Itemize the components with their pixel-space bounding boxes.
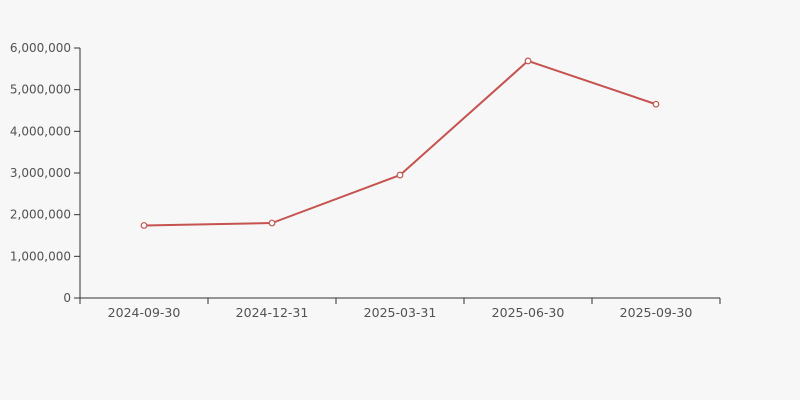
y-tick-label: 5,000,000	[10, 83, 71, 97]
y-tick-label: 2,000,000	[10, 208, 71, 222]
y-tick-label: 0	[63, 291, 71, 305]
x-tick-label: 2025-06-30	[492, 305, 565, 320]
series-line	[143, 59, 657, 227]
y-tick-label: 4,000,000	[10, 124, 71, 138]
data-point-marker[interactable]	[524, 57, 532, 65]
data-point-marker[interactable]	[140, 222, 148, 229]
y-tick-label: 6,000,000	[10, 41, 71, 55]
data-point-marker[interactable]	[268, 219, 276, 227]
x-tick-label: 2024-09-30	[108, 305, 181, 320]
data-point-marker[interactable]	[396, 171, 404, 179]
data-point-marker[interactable]	[652, 100, 660, 108]
x-tick-label: 2025-03-31	[364, 305, 437, 320]
y-tick-label: 1,000,000	[10, 249, 71, 263]
x-tick-label: 2024-12-31	[236, 305, 309, 320]
y-tick-label: 3,000,000	[10, 166, 71, 180]
x-tick-label: 2025-09-30	[620, 305, 693, 320]
